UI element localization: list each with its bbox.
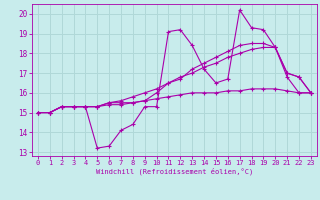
- X-axis label: Windchill (Refroidissement éolien,°C): Windchill (Refroidissement éolien,°C): [96, 168, 253, 175]
